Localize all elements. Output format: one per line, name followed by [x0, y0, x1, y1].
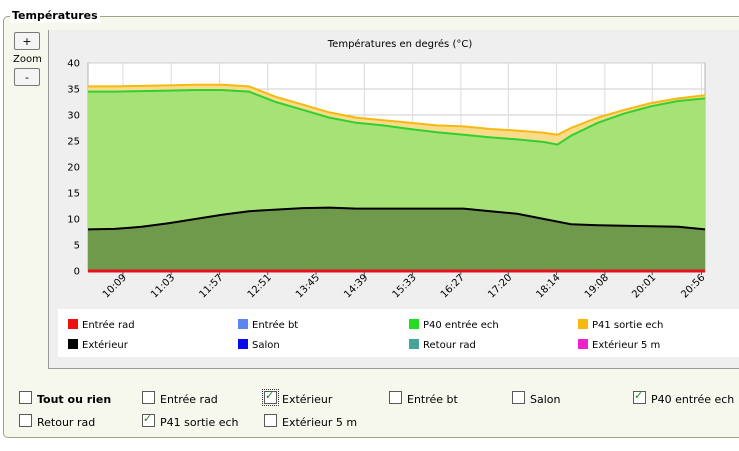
checkbox-entree-rad[interactable]: Entrée rad	[142, 391, 218, 407]
checkbox-exterieur[interactable]: Extérieur	[262, 389, 333, 407]
y-tick-label: 25	[67, 137, 80, 148]
checkbox-label: P41 sortie ech	[160, 416, 239, 429]
zoom-in-button[interactable]: +	[14, 32, 40, 50]
checkbox-label: Extérieur	[282, 393, 333, 406]
legend-item: Salon	[238, 339, 280, 351]
legend-label: Extérieur	[82, 340, 128, 351]
y-tick-label: 30	[67, 111, 80, 122]
legend-label: Extérieur 5 m	[592, 340, 661, 351]
legend-item: Retour rad	[409, 339, 476, 351]
checkbox-box	[389, 391, 402, 404]
legend-swatch	[578, 339, 588, 349]
checkbox-retour-rad[interactable]: Retour rad	[19, 414, 95, 430]
checkbox-label: Entrée rad	[160, 393, 218, 406]
checkbox-p40-entree-ech[interactable]: P40 entrée ech	[633, 389, 735, 407]
checkbox-box	[19, 414, 32, 427]
y-tick-label: 0	[74, 267, 80, 278]
checkbox-box	[142, 412, 155, 427]
x-tick-label: 13:45	[294, 272, 322, 300]
checkbox-box	[512, 391, 525, 404]
legend-swatch	[68, 319, 78, 329]
legend-label: Retour rad	[423, 340, 476, 351]
checkbox-box	[262, 389, 279, 406]
x-tick-label: 11:03	[149, 272, 177, 300]
x-tick-label: 20:56	[679, 272, 707, 300]
legend-label: P40 entrée ech	[423, 320, 499, 331]
legend-item: P40 entrée ech	[409, 319, 499, 331]
checkbox-p41-sortie-ech[interactable]: P41 sortie ech	[142, 412, 239, 430]
y-tick-label: 5	[74, 241, 80, 252]
legend-swatch	[409, 339, 419, 349]
checkbox-label: Tout ou rien	[37, 393, 112, 406]
x-tick-label: 11:57	[197, 272, 225, 300]
legend-item: P41 sortie ech	[578, 319, 663, 331]
checkbox-box	[142, 391, 155, 404]
legend-swatch	[409, 319, 419, 329]
legend-item: Entrée bt	[238, 319, 298, 331]
legend-item: Extérieur 5 m	[578, 339, 660, 351]
x-tick-label: 19:08	[583, 272, 611, 300]
checkbox-label: P40 entrée ech	[651, 393, 735, 406]
x-tick-label: 15:33	[391, 272, 419, 300]
y-tick-label: 10	[67, 215, 80, 226]
checkbox-exterieur-5m[interactable]: Extérieur 5 m	[264, 414, 357, 430]
x-tick-label: 12:51	[246, 272, 274, 300]
zoom-label: Zoom	[13, 54, 42, 65]
legend-swatch	[238, 339, 248, 349]
x-tick-label: 14:39	[342, 272, 370, 300]
checkbox-tout-ou-rien[interactable]: Tout ou rien	[19, 391, 111, 407]
series-line	[88, 83, 706, 136]
y-tick-label: 40	[67, 59, 80, 70]
series-line	[88, 89, 706, 146]
checkbox-box	[633, 389, 646, 404]
legend-label: Salon	[252, 340, 280, 351]
legend-item: Extérieur	[68, 339, 128, 351]
chart-series	[87, 83, 706, 273]
panel-title: Températures	[10, 9, 100, 23]
checkbox-box	[264, 414, 277, 427]
x-tick-label: 18:14	[535, 272, 563, 300]
series-area	[88, 207, 705, 271]
x-tick-label: 16:27	[439, 272, 467, 300]
chart-title: Températures en degrés (°C)	[327, 39, 473, 50]
y-tick-label: 20	[67, 163, 80, 174]
legend-label: Entrée bt	[252, 320, 299, 331]
y-tick-label: 35	[67, 85, 80, 96]
checkbox-salon[interactable]: Salon	[512, 391, 560, 407]
checkbox-box	[19, 391, 32, 404]
chart-legend: Entrée rad Entrée bt P40 entrée ech P41 …	[58, 309, 739, 357]
checkbox-label: Entrée bt	[407, 393, 458, 406]
zoom-out-button[interactable]: -	[14, 68, 40, 86]
legend-swatch	[578, 319, 588, 329]
checkbox-label: Extérieur 5 m	[282, 416, 358, 429]
x-tick-label: 10:09	[101, 272, 129, 300]
legend-item: Entrée rad	[68, 319, 135, 331]
y-tick-label: 15	[67, 189, 80, 200]
checkbox-label: Retour rad	[37, 416, 96, 429]
checkbox-entree-bt[interactable]: Entrée bt	[389, 391, 458, 407]
x-tick-label: 17:20	[486, 272, 514, 300]
legend-label: P41 sortie ech	[592, 320, 664, 331]
x-tick-label: 20:01	[630, 272, 658, 300]
legend-label: Entrée rad	[82, 320, 135, 331]
series-line	[87, 206, 706, 231]
legend-swatch	[68, 339, 78, 349]
checkbox-label: Salon	[530, 393, 561, 406]
legend-swatch	[238, 319, 248, 329]
